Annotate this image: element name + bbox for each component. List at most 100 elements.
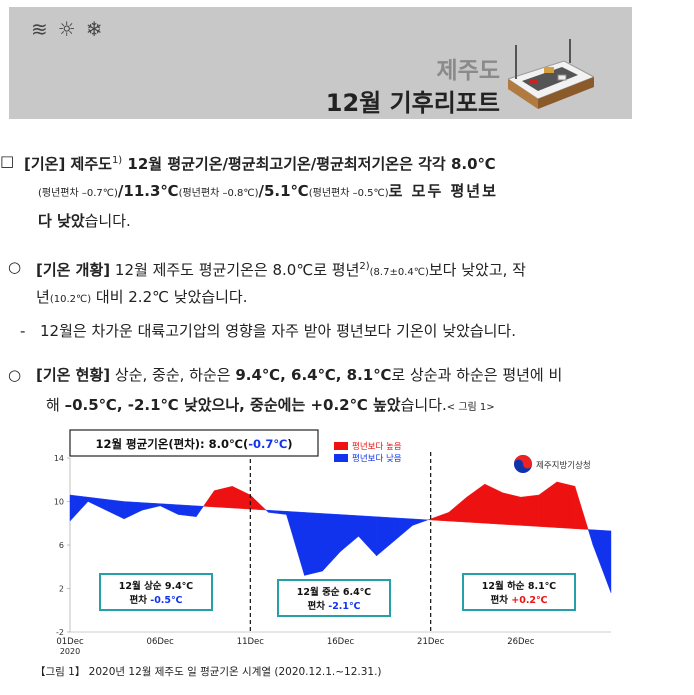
y-tick-label: 2 [59, 585, 64, 594]
overview-text-2: 보다 낮았고, 작 [428, 261, 526, 279]
overview-normal: (8.7±0.4℃) [369, 267, 429, 278]
status-topic: [기온 현황] [36, 366, 111, 384]
figure-caption: 【그림 1】 2020년 12월 제주도 일 평균기온 시계열 (2020.12… [35, 666, 382, 678]
y-tick-label: 14 [54, 454, 64, 463]
period-deviation-label: 편차 [307, 600, 328, 612]
status-line-2: 해 –0.5℃, -2.1℃ 낮았으나, 중순에는 +0.2℃ 높았습니다.< … [46, 390, 495, 423]
period-label: 12월 하순 8.1℃ [482, 580, 556, 592]
summary-paragraph: □ [기온] 제주도1) 12월 평균기온/평균최고기온/평균최저기온은 각각 … [0, 146, 680, 236]
chart-title-part: 12월 평균기온(편차): [95, 437, 208, 451]
summary-bullet: □ [0, 152, 15, 170]
overview-bullet: ○ [8, 258, 22, 276]
period-deviation: 편차 -0.5℃ [129, 594, 182, 606]
anomaly-area-segment [177, 504, 197, 517]
summary-mean: 8.0℃ [450, 155, 496, 173]
summary-lower: 다 낮았 [38, 212, 85, 230]
x-tick-label: 06Dec [147, 637, 175, 647]
overview-dash: - [20, 322, 26, 340]
x-tick-label: 21Dec [417, 637, 445, 647]
x-tick-label: 16Dec [327, 637, 355, 647]
summary-end: 습니다. [84, 212, 131, 230]
overview-paragraph: ○ [기온 개황] 12월 제주도 평균기온은 8.0℃로 평년2)(8.7±0… [0, 252, 680, 346]
summary-topic: [기온] 제주도 [24, 155, 112, 173]
chart-title-box [69, 429, 319, 457]
legend-high-label: 평년보다 높음 [352, 441, 402, 452]
summary-dev-min: (평년편차 –0.5℃) [308, 188, 389, 199]
status-line-1: [기온 현황] 상순, 중순, 하순은 9.4℃, 6.4℃, 8.1℃로 상순… [36, 360, 562, 390]
period-box [99, 573, 213, 611]
period-label: 12월 중순 6.4℃ [297, 586, 371, 598]
overview-topic: [기온 개황] [36, 261, 111, 279]
x-tick-sublabel: 2020 [60, 647, 80, 656]
y-tick-label: -2 [56, 628, 64, 637]
summary-dev-max: (평년편차 –0.8℃) [178, 188, 259, 199]
footnote-2: 2) [359, 261, 370, 272]
summary-line-3: 다 낮았습니다. [38, 206, 131, 236]
period-deviation-label: 편차 [129, 594, 150, 606]
status-values: 9.4℃, 6.4℃, 8.1℃ [235, 366, 392, 384]
anomaly-area-segment [520, 494, 540, 527]
snow-icon: ❄ [85, 17, 113, 41]
chart-title-part: ) [287, 437, 292, 451]
anomaly-area-segment [556, 481, 576, 529]
period-deviation: 편차 -2.1℃ [307, 600, 360, 612]
anomaly-area-segment [574, 486, 589, 530]
x-tick-label: 11Dec [237, 637, 265, 647]
chart-title-part: -0.7℃ [248, 437, 287, 451]
summary-line-2: (평년편차 –0.7℃)/11.3℃(평년편차 –0.8℃)/5.1℃(평년편차… [38, 176, 498, 209]
legend-high-swatch [334, 442, 348, 450]
report-banner: ≋☼❄ 제주도 12월 기후리포트 [9, 7, 632, 119]
agency-logo-red [514, 455, 532, 469]
x-tick-label: 26Dec [507, 637, 535, 647]
legend-low-swatch [334, 454, 348, 462]
period-deviation-value: -0.5℃ [150, 595, 182, 606]
chart-title-part: 8.0℃( [209, 437, 249, 451]
chart-title: 12월 평균기온(편차): 8.0℃(-0.7℃) [95, 437, 292, 451]
overview-line-1: [기온 개황] 12월 제주도 평균기온은 8.0℃로 평년2)(8.7±0.4… [36, 252, 526, 288]
y-tick-label: 10 [54, 498, 64, 507]
period-box [277, 579, 391, 617]
y-tick-label: 6 [59, 541, 64, 550]
period-deviation-value: +0.2℃ [511, 595, 547, 606]
legend-low-label: 평년보다 낮음 [352, 453, 402, 464]
region-name: 제주도 [436, 58, 500, 84]
sun-icon: ☼ [57, 17, 86, 41]
summary-min: /5.1℃ [258, 182, 309, 200]
status-text: 상순, 중순, 하순은 [110, 366, 236, 384]
summary-conclusion: 로 모두 평년보 [388, 182, 498, 200]
status-paragraph: ○ [기온 현황] 상순, 중순, 하순은 9.4℃, 6.4℃, 8.1℃로 … [0, 360, 680, 420]
anomaly-area-segment [592, 529, 612, 593]
status-bullet: ○ [8, 366, 22, 384]
x-tick-label: 01Dec [56, 637, 84, 647]
summary-text: 12월 평균기온/평균최고기온/평균최저기온은 각각 [122, 155, 451, 173]
anomaly-area-segment [412, 518, 429, 526]
summary-line-1: [기온] 제주도1) 12월 평균기온/평균최고기온/평균최저기온은 각각 8.… [24, 146, 496, 179]
status-end: 습니다. [400, 396, 447, 414]
status-deviations: –0.5℃, -2.1℃ 낮았으나, 중순에는 +0.2℃ 높았 [64, 396, 401, 414]
status-prefix: 해 [46, 396, 65, 414]
figure-reference: < 그림 1> [446, 402, 495, 413]
overview-text: 12월 제주도 평균기온은 8.0℃로 평년 [110, 261, 360, 279]
report-title: 12월 기후리포트 [325, 89, 500, 117]
overview-line-3: 12월은 차가운 대륙고기압의 영향을 자주 받아 평년보다 기온이 낮았습니다… [40, 322, 517, 340]
agency-name: 제주지방기상청 [536, 460, 591, 471]
period-box [462, 573, 576, 611]
overview-line-2: 년(10.2℃) 대비 2.2℃ 낮았습니다. [36, 282, 248, 315]
overview-lastyear-value: (10.2℃) [49, 294, 92, 305]
period-deviation-label: 편차 [490, 594, 511, 606]
period-deviation-value: -2.1℃ [328, 601, 360, 612]
overview-lastyear: 년 [36, 288, 50, 306]
overview-diff: 대비 2.2℃ 낮았습니다. [91, 288, 248, 306]
anomaly-area-segment [502, 492, 522, 526]
weather-icons: ≋☼❄ [31, 17, 112, 41]
anomaly-area-segment [304, 512, 323, 576]
period-label: 12월 상순 9.4℃ [119, 580, 193, 592]
anomaly-area-segment [196, 505, 204, 518]
period-deviation: 편차 +0.2℃ [490, 594, 547, 606]
summary-dev-mean: (평년편차 –0.7℃) [38, 188, 118, 199]
road-illustration-icon [508, 39, 594, 109]
summary-max: /11.3℃ [117, 182, 179, 200]
status-text-2: 로 상순과 하순은 평년에 비 [391, 366, 563, 384]
footnote-1: 1) [111, 155, 123, 166]
